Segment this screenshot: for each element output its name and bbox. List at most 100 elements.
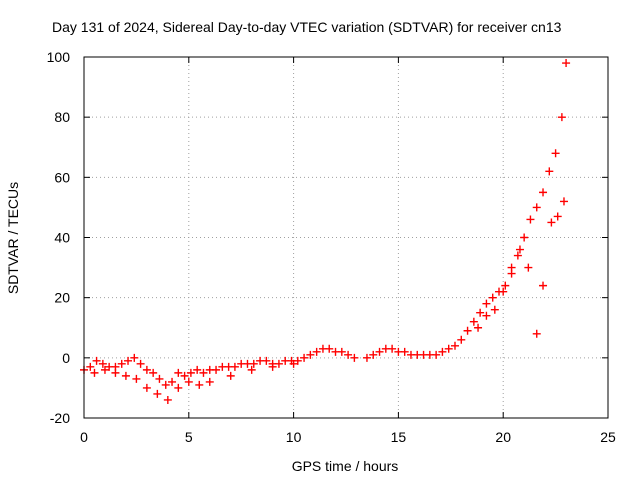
data-point [205, 377, 214, 386]
data-point [142, 365, 151, 374]
data-point [312, 347, 321, 356]
data-point [142, 383, 151, 392]
data-point [457, 335, 466, 344]
data-point [155, 374, 164, 383]
data-point [469, 317, 478, 326]
x-axis-label: GPS time / hours [292, 458, 399, 474]
data-point [547, 218, 556, 227]
data-point [532, 329, 541, 338]
data-point [226, 371, 235, 380]
data-point [515, 245, 524, 254]
axis-ticks: 0 5 10 15 20 25 -20 0 20 40 60 80 100 [47, 49, 616, 445]
data-point [444, 344, 453, 353]
data-point [344, 350, 353, 359]
data-point [186, 368, 195, 377]
y-axis-label: SDTVAR / TECUs [5, 182, 21, 294]
data-point [153, 389, 162, 398]
data-point [180, 371, 189, 380]
data-point [438, 347, 447, 356]
data-point [375, 347, 384, 356]
x-tick-label: 5 [185, 429, 193, 445]
data-point [199, 368, 208, 377]
data-point [545, 167, 554, 176]
data-point [490, 305, 499, 314]
data-point [539, 281, 548, 290]
data-point [249, 359, 258, 368]
data-point [513, 251, 522, 260]
data-point [212, 365, 221, 374]
data-point [289, 359, 298, 368]
data-point [325, 344, 334, 353]
data-point [230, 362, 239, 371]
data-point [117, 359, 126, 368]
data-point [432, 350, 441, 359]
data-point [499, 287, 508, 296]
data-point [532, 203, 541, 212]
data-point [557, 113, 566, 122]
data-point [130, 353, 139, 362]
series-sdtvar-low [90, 197, 568, 404]
data-point [161, 380, 170, 389]
data-point [369, 350, 378, 359]
data-point [195, 380, 204, 389]
x-tick-label: 20 [495, 429, 511, 445]
data-point [350, 353, 359, 362]
y-tick-label: 20 [54, 290, 70, 306]
data-points [80, 59, 571, 404]
data-point [306, 350, 315, 359]
data-point [562, 59, 571, 68]
data-point [163, 395, 172, 404]
data-point [551, 149, 560, 158]
x-tick-label: 25 [600, 429, 616, 445]
data-point [476, 308, 485, 317]
data-point [463, 326, 472, 335]
data-point [524, 263, 533, 272]
data-point [274, 359, 283, 368]
plot-frame [83, 56, 609, 419]
data-point [482, 311, 491, 320]
data-point [501, 281, 510, 290]
x-tick-label: 10 [286, 429, 302, 445]
data-point [400, 347, 409, 356]
chart-title: Day 131 of 2024, Sidereal Day-to-day VTE… [52, 19, 562, 35]
data-point [262, 356, 271, 365]
data-point [474, 323, 483, 332]
data-point [193, 365, 202, 374]
data-point [92, 356, 101, 365]
y-tick-label: -20 [50, 410, 70, 426]
x-tick-label: 0 [80, 429, 88, 445]
data-point [482, 299, 491, 308]
data-point [559, 197, 568, 206]
data-point [520, 233, 529, 242]
data-point [121, 371, 130, 380]
data-point [450, 341, 459, 350]
data-point [539, 188, 548, 197]
data-point [168, 377, 177, 386]
data-point [100, 365, 109, 374]
data-point [86, 362, 95, 371]
data-point [132, 374, 141, 383]
data-point [553, 212, 562, 221]
data-point [268, 362, 277, 371]
data-point [174, 368, 183, 377]
data-point [488, 293, 497, 302]
data-point [136, 359, 145, 368]
y-tick-label: 0 [62, 350, 70, 366]
data-point [526, 215, 535, 224]
data-point [98, 359, 107, 368]
data-point [90, 368, 99, 377]
x-tick-label: 15 [391, 429, 407, 445]
y-tick-label: 80 [54, 109, 70, 125]
y-tick-label: 100 [47, 49, 71, 65]
data-point [124, 356, 133, 365]
data-point [507, 263, 516, 272]
data-point [293, 356, 302, 365]
series-sdtvar [80, 59, 571, 389]
data-point [337, 347, 346, 356]
data-point [388, 344, 397, 353]
grid-lines [84, 57, 608, 418]
data-point [184, 377, 193, 386]
data-point [300, 353, 309, 362]
